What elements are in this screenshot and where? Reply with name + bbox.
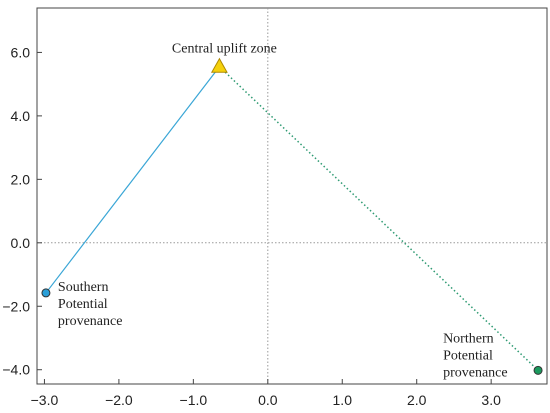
axis-ticks: −3.0 −2.0 −1.0 0.0 1.0 2.0 3.0 6.0 4.0 2.0 0.0 −2.0… [2,44,501,408]
y-tick-label: 2.0 [11,171,31,187]
x-tick-label: 3.0 [481,392,501,408]
x-tick-label: −2.0 [105,392,133,408]
connector-lines [45,66,539,371]
label-southern-line-2: provenance [58,314,123,329]
point-labels: Central uplift zone Southern Potential prov… [58,42,508,381]
point-northern-circle [533,365,543,375]
y-tick-label: −2.0 [2,298,30,314]
label-central-line-0: Central uplift zone [172,42,277,57]
label-northern-line-0: Northern [443,331,494,346]
data-points [41,57,543,375]
label-northern-line-2: provenance [443,365,508,380]
y-tick-label: −4.0 [2,362,30,378]
label-southern-line-1: Potential [58,297,108,312]
link-central-southern [45,66,220,294]
x-tick-label: −1.0 [180,392,208,408]
x-tick-label: −3.0 [31,392,59,408]
plot-frame [36,7,548,385]
point-central-triangle [210,57,228,73]
y-tick-label: 0.0 [11,235,31,251]
x-tick-label: 2.0 [407,392,427,408]
label-northern-line-1: Potential [443,348,493,363]
label-southern-line-0: Southern [58,280,109,295]
x-tick-label: 1.0 [333,392,353,408]
point-southern-circle [41,288,51,298]
link-central-northern [218,66,539,371]
x-tick-label: 0.0 [258,392,278,408]
zero-lines [37,8,547,384]
y-tick-label: 4.0 [11,108,31,124]
y-tick-label: 6.0 [11,44,31,60]
